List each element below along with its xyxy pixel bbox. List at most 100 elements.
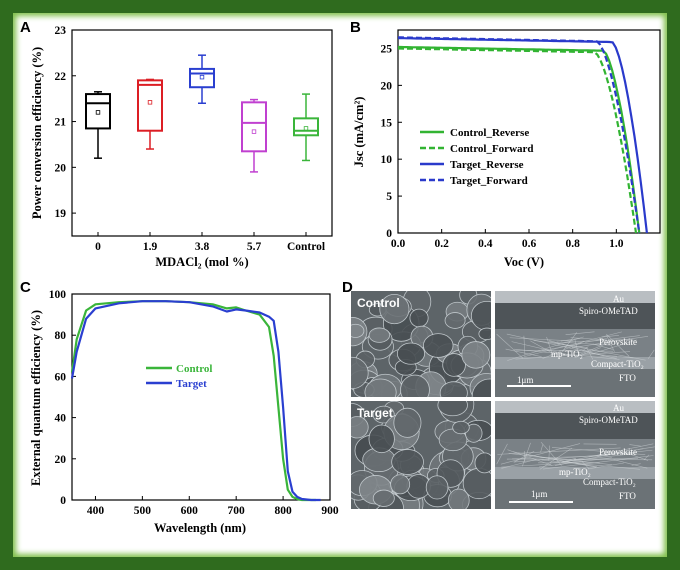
panel-c-eqe: External quantum efficiency (%) Waveleng…: [29, 289, 339, 535]
y-tick-label: 100: [49, 289, 67, 301]
y-tick-label: 19: [55, 208, 67, 220]
sem-label-perovskite: Perovskite: [599, 337, 637, 347]
panel-letter-a: A: [20, 19, 31, 36]
texture-line: [496, 443, 508, 465]
y-tick-label: 0: [386, 228, 392, 240]
sem-scale-bar: [507, 385, 571, 387]
y-tick-label: 21: [55, 117, 67, 129]
eqe-curve: [70, 300, 321, 502]
texture-line: [592, 343, 613, 350]
y-tick-label: 40: [55, 413, 67, 425]
x-tick-label: 700: [228, 505, 246, 517]
panel-a-boxplot: Power conversion efficiency (%) MDACl₂ (…: [30, 25, 333, 269]
sem-label-compact-tio2: Compact-TiO₂: [591, 359, 644, 369]
panel-letter-c: C: [20, 279, 31, 296]
texture-line: [506, 333, 617, 359]
x-tick-label: 900: [321, 505, 339, 517]
y-tick-label: 20: [55, 162, 67, 174]
y-tick-label: 60: [55, 371, 67, 383]
texture-line: [648, 349, 655, 359]
grain: [478, 327, 491, 341]
grain: [444, 312, 466, 329]
x-tick-label: 400: [87, 505, 105, 517]
layer-fto: [495, 369, 655, 397]
x-tick-label: Control: [287, 241, 325, 253]
legend-label: Control_Forward: [450, 143, 534, 155]
texture-line: [540, 441, 562, 466]
grain: [351, 323, 365, 338]
grain: [372, 489, 395, 507]
box-mean-marker: [303, 126, 309, 131]
texture-line: [613, 459, 648, 469]
box-mean-marker: [199, 74, 205, 80]
texture-line: [643, 454, 650, 460]
figure-svg: A B C D Power conversion efficiency (%) …: [20, 19, 661, 535]
texture-line: [608, 335, 640, 340]
x-tick-label: 0.6: [522, 238, 537, 250]
panel-letter-d: D: [342, 279, 353, 296]
texture-line: [574, 339, 580, 357]
jv-curve: [398, 47, 638, 234]
texture-line: [538, 457, 612, 468]
texture-line: [506, 458, 653, 461]
texture-line: [514, 348, 620, 360]
texture-line: [581, 460, 590, 470]
x-tick-label: 3.8: [195, 241, 210, 253]
texture-line: [587, 462, 624, 470]
y-tick-label: 15: [381, 117, 393, 129]
box: [189, 67, 215, 89]
grain: [393, 407, 422, 438]
texture-line: [533, 340, 588, 349]
grain: [437, 401, 468, 417]
sem-label-au: Au: [613, 403, 624, 413]
x-tick-label: 0.0: [391, 238, 406, 250]
grain: [452, 420, 470, 435]
texture-line: [530, 340, 554, 354]
layer-tio2: [495, 467, 655, 479]
sem-control-label: Control: [357, 296, 400, 310]
grain: [396, 342, 426, 365]
panel-letter-b: B: [350, 19, 361, 36]
texture-line: [546, 336, 554, 358]
grain: [351, 356, 369, 390]
texture-line: [551, 447, 646, 455]
texture-line: [496, 333, 524, 359]
sem-control-cross-texture: [495, 291, 655, 397]
x-tick-label: 5.7: [247, 241, 262, 253]
texture-line: [629, 444, 642, 447]
texture-line: [540, 444, 544, 453]
sem-target-top-texture: [351, 401, 491, 509]
grain: [351, 416, 369, 439]
box-mean-marker: [251, 129, 257, 134]
y-tick-label: 25: [381, 43, 393, 55]
sem-target-label: Target: [357, 406, 393, 420]
y-tick-label: 10: [381, 154, 393, 166]
y-tick-label: 20: [55, 454, 67, 466]
grain: [368, 424, 395, 454]
texture-line: [505, 348, 542, 357]
texture-line: [542, 455, 654, 470]
sem-label-mp-tio2: mp-TiO₂: [559, 467, 591, 477]
texture-line: [539, 447, 573, 470]
texture-line: [581, 346, 589, 352]
texture-line: [558, 332, 578, 357]
y-tick-label: 22: [55, 71, 67, 83]
grain: [461, 341, 491, 369]
grain: [379, 293, 410, 325]
sem-control-top: Control: [351, 291, 491, 397]
texture-line: [631, 463, 641, 466]
plot-area-c: [71, 293, 331, 501]
texture-line: [500, 443, 581, 465]
layer-tio2: [495, 357, 655, 369]
layer-fto: [495, 479, 655, 509]
texture-line: [497, 447, 621, 455]
texture-line: [564, 338, 634, 343]
sem-scale-label: 1μm: [531, 489, 548, 499]
texture-line: [606, 335, 615, 352]
texture-line: [513, 452, 633, 463]
grain: [447, 488, 470, 509]
x-tick-label: 1.9: [143, 241, 158, 253]
texture-line: [508, 453, 612, 465]
jv-curve: [398, 36, 641, 234]
panel-b-ylabel: Jsc (mA/cm²): [352, 97, 366, 168]
